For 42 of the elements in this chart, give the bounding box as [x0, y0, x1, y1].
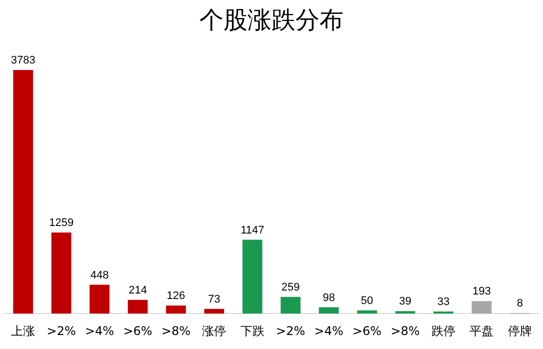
bar	[242, 240, 262, 314]
data-label: 1259	[49, 217, 74, 230]
bar	[166, 305, 186, 314]
bar	[434, 311, 454, 314]
data-label: 3783	[10, 54, 36, 67]
bar	[51, 232, 72, 314]
data-label: 33	[437, 296, 450, 308]
bar	[13, 70, 34, 314]
x-tick-label: >6%	[123, 324, 152, 338]
x-tick-label: 下跌	[240, 324, 264, 338]
x-tick-label: 上涨	[11, 324, 36, 338]
chart-title: 个股涨跌分布	[198, 7, 344, 36]
x-tick-label: 停牌	[508, 324, 532, 338]
x-tick-label: >8%	[161, 324, 191, 338]
data-label: 50	[360, 294, 374, 307]
data-label: 39	[399, 296, 412, 308]
x-tick-label: >2%	[46, 324, 76, 338]
data-label: 448	[90, 269, 109, 282]
x-tick-label: >4%	[314, 324, 344, 338]
bar	[395, 311, 416, 314]
data-label: 8	[516, 298, 523, 310]
bar	[280, 296, 301, 314]
data-label: 214	[128, 284, 147, 296]
data-label: 259	[281, 281, 300, 294]
bar	[90, 284, 110, 314]
data-label: 98	[322, 292, 335, 304]
bar	[128, 300, 148, 314]
bar	[204, 308, 224, 314]
bar	[472, 301, 492, 314]
bar	[318, 307, 339, 314]
bar	[357, 310, 377, 314]
x-tick-label: 涨停	[202, 324, 226, 338]
x-tick-label: >2%	[276, 324, 306, 338]
x-tick-label: >6%	[352, 324, 382, 338]
x-tick-label: 跌停	[431, 324, 456, 338]
data-label: 1147	[240, 224, 264, 236]
x-tick-label: >8%	[390, 324, 420, 338]
x-tick-label: 平盘	[470, 324, 494, 338]
data-label: 193	[472, 286, 491, 298]
data-label: 73	[208, 293, 220, 306]
x-tick-label: >4%	[84, 324, 114, 338]
data-label: 126	[166, 290, 186, 302]
